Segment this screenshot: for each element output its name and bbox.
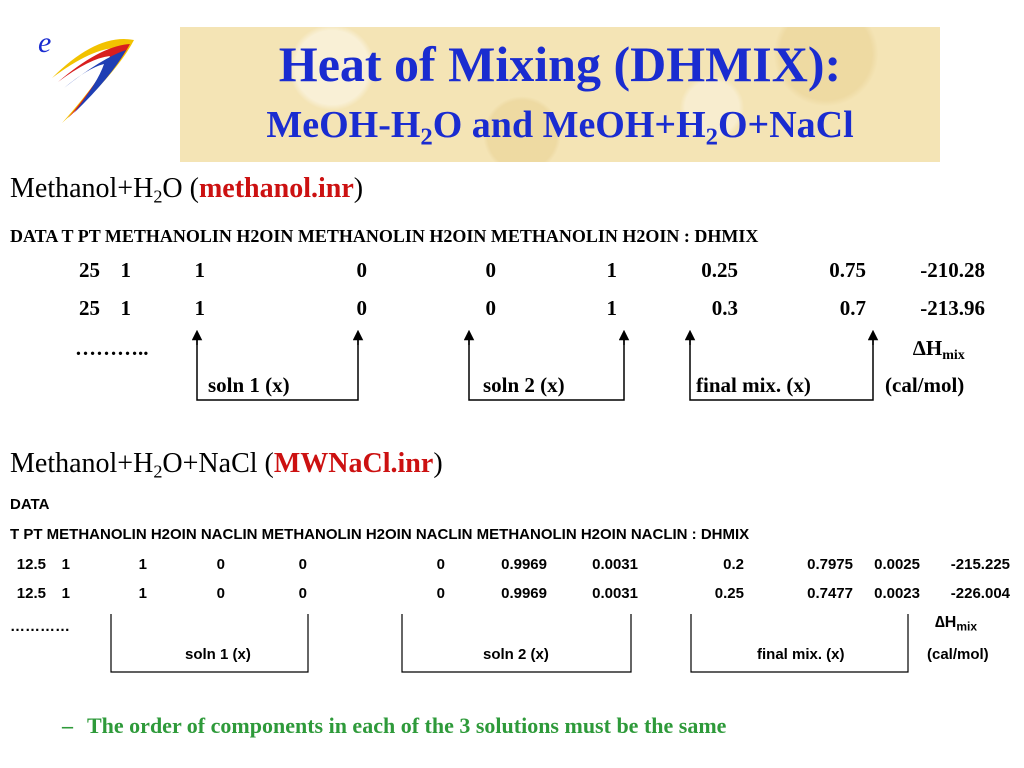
soln1-label: soln 1 (x) bbox=[185, 646, 251, 663]
subscript: 2 bbox=[153, 186, 163, 207]
subscript: mix bbox=[942, 348, 965, 364]
bracket-soln1 bbox=[196, 333, 359, 401]
subtitle-part: MeOH-H bbox=[266, 104, 421, 146]
table-cell: 0 bbox=[298, 585, 307, 602]
page-subtitle: MeOH-H2O and MeOH+H2O+NaCl bbox=[180, 103, 940, 151]
note-dash: – bbox=[62, 713, 73, 738]
table-cell: 0.3 bbox=[711, 296, 738, 320]
note-line: – The order of components in each of the… bbox=[62, 713, 726, 739]
soln2-label: soln 2 (x) bbox=[483, 646, 549, 663]
heading-text: ) bbox=[433, 448, 443, 479]
bracket-soln2 bbox=[401, 614, 632, 673]
heading-text: O+NaCl ( bbox=[162, 448, 274, 479]
table-cell: 0.7477 bbox=[807, 585, 853, 602]
table-cell: 1 bbox=[120, 258, 132, 282]
file-name: methanol.inr bbox=[198, 173, 354, 204]
table-cell: 0.0031 bbox=[592, 556, 638, 573]
table-cell: -226.004 bbox=[950, 585, 1010, 602]
subtitle-part: O and MeOH+H bbox=[432, 104, 706, 146]
table-cell: 0.7975 bbox=[807, 556, 853, 573]
bracket-soln1 bbox=[110, 614, 309, 673]
table-cell: 25 bbox=[79, 258, 100, 282]
table-cell: 0 bbox=[298, 556, 307, 573]
table-cell: 1 bbox=[61, 556, 70, 573]
table-cell: 1 bbox=[138, 556, 147, 573]
table-cell: 0 bbox=[436, 556, 445, 573]
subscript: 2 bbox=[420, 123, 433, 151]
table-cell: 0.75 bbox=[829, 258, 866, 282]
subscript: 2 bbox=[705, 123, 718, 151]
table-cell: 0.0025 bbox=[874, 556, 920, 573]
heading-text: ) bbox=[353, 173, 364, 204]
table-cell: 0 bbox=[485, 258, 497, 282]
delta-h-label: ∆Hmix bbox=[935, 614, 978, 634]
heading-text: Methanol+H bbox=[10, 173, 154, 204]
delta-h-label: ∆Hmix bbox=[913, 336, 965, 364]
table-cell: 0 bbox=[436, 585, 445, 602]
table-cell: 1 bbox=[138, 585, 147, 602]
table-cell: 1 bbox=[61, 585, 70, 602]
table-cell: 1 bbox=[194, 296, 206, 320]
table-cell: 0 bbox=[485, 296, 497, 320]
table-cell: 0.0031 bbox=[592, 585, 638, 602]
ellipsis: ……….. bbox=[75, 336, 149, 360]
table-cell: 0.0023 bbox=[874, 585, 920, 602]
table-cell: 0.25 bbox=[714, 585, 744, 602]
note-text: The order of components in each of the 3… bbox=[87, 713, 727, 738]
soln2-label: soln 2 (x) bbox=[483, 373, 565, 397]
final-mix-label: final mix. (x) bbox=[757, 646, 845, 663]
table-cell: 25 bbox=[79, 296, 100, 320]
bracket-final-mix bbox=[689, 333, 874, 401]
table-cell: 0 bbox=[356, 258, 368, 282]
soln1-label: soln 1 (x) bbox=[208, 373, 290, 397]
table-cell: 0.9969 bbox=[501, 556, 547, 573]
table-cell: 0 bbox=[216, 556, 225, 573]
subscript: 2 bbox=[153, 461, 163, 482]
table-cell: 12.5 bbox=[16, 556, 46, 573]
title-band: Heat of Mixing (DHMIX): MeOH-H2O and MeO… bbox=[180, 27, 940, 162]
section2-data-label: DATA bbox=[10, 496, 50, 513]
subscript: mix bbox=[956, 619, 978, 634]
subtitle-part: O+NaCl bbox=[717, 104, 854, 146]
table-cell: 0 bbox=[356, 296, 368, 320]
table-cell: 0.2 bbox=[723, 556, 744, 573]
units-label: (cal/mol) bbox=[927, 646, 989, 663]
table-cell: -215.225 bbox=[950, 556, 1010, 573]
bracket-final-mix bbox=[690, 614, 909, 673]
table-cell: 0 bbox=[216, 585, 225, 602]
e-swoosh-logo-icon: e bbox=[38, 26, 134, 123]
final-mix-label: final mix. (x) bbox=[696, 373, 811, 397]
table-cell: -213.96 bbox=[920, 296, 985, 320]
delta-h: ∆H bbox=[913, 336, 943, 360]
ellipsis: ………… bbox=[10, 618, 70, 635]
table-cell: 12.5 bbox=[16, 585, 46, 602]
heading-text: Methanol+H bbox=[10, 448, 154, 479]
table-cell: 0.25 bbox=[701, 258, 738, 282]
bracket-soln2 bbox=[468, 333, 625, 401]
table-cell: 0.7 bbox=[839, 296, 866, 320]
table-cell: 1 bbox=[606, 258, 618, 282]
section2-header-line: T PT METHANOLIN H2OIN NACLIN METHANOLIN … bbox=[10, 526, 750, 543]
table-cell: -210.28 bbox=[920, 258, 985, 282]
table-cell: 0.9969 bbox=[501, 585, 547, 602]
table-cell: 1 bbox=[194, 258, 206, 282]
table-cell: 1 bbox=[606, 296, 618, 320]
units-label: (cal/mol) bbox=[885, 373, 965, 397]
file-name: MWNaCl.inr bbox=[273, 448, 434, 479]
heading-text: O ( bbox=[162, 173, 199, 204]
logo-letter: e bbox=[38, 26, 51, 59]
page-title: Heat of Mixing (DHMIX): bbox=[278, 36, 842, 92]
section1-header-line: DATA T PT METHANOLIN H2OIN METHANOLIN H2… bbox=[10, 226, 759, 246]
section1-heading: Methanol+H2O (methanol.inr) bbox=[10, 173, 364, 207]
delta-h: ∆H bbox=[935, 614, 957, 631]
section2-heading: Methanol+H2O+NaCl (MWNaCl.inr) bbox=[10, 448, 443, 482]
table-cell: 1 bbox=[120, 296, 132, 320]
